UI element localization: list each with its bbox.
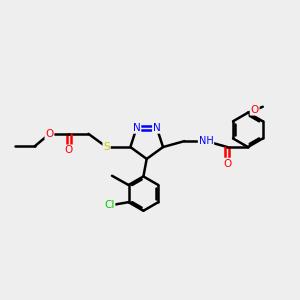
Text: O: O: [223, 159, 232, 169]
Text: Cl: Cl: [104, 200, 115, 211]
Text: N: N: [133, 123, 140, 133]
Text: O: O: [250, 105, 259, 115]
Text: N: N: [153, 123, 161, 133]
Text: NH: NH: [199, 136, 213, 146]
Text: O: O: [45, 129, 54, 139]
Text: S: S: [103, 142, 110, 152]
Text: O: O: [64, 146, 73, 155]
